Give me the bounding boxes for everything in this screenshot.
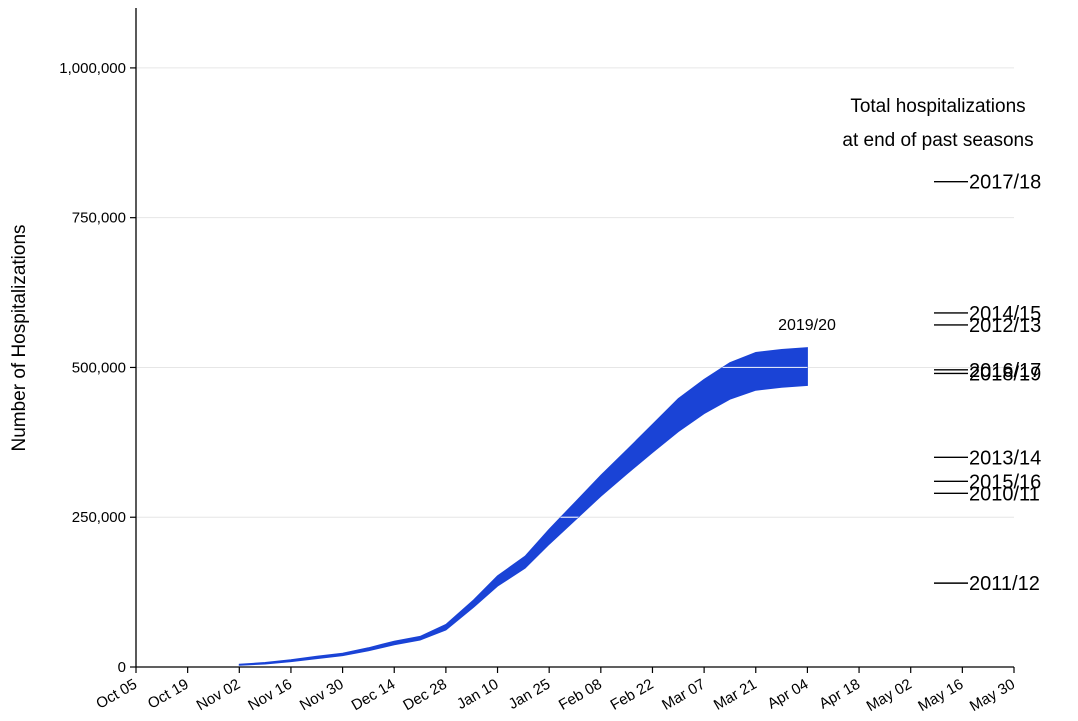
x-tick-label-13: Apr 04 [765, 676, 812, 713]
y-tick-label-3: 750,000 [72, 210, 126, 227]
reference-header-line-1: Total hospitalizations [850, 96, 1025, 117]
x-tick-label-4: Nov 30 [297, 676, 347, 714]
x-tick-label-17: May 30 [967, 676, 1018, 715]
x-tick-label-9: Feb 08 [556, 676, 605, 714]
season-label-2015-16: 2015/16 [969, 471, 1041, 493]
axes [135, 8, 1014, 668]
series-band-layer [238, 347, 808, 666]
season-label-2011-12: 2011/12 [969, 573, 1040, 595]
y-tick-label-4: 1,000,000 [59, 60, 126, 77]
x-tick-label-2: Nov 02 [194, 676, 244, 714]
series-band-2019-20 [238, 347, 808, 666]
season-label-2017-18: 2017/18 [969, 172, 1041, 194]
x-tick-label-11: Mar 07 [659, 676, 708, 714]
y-tick-label-1: 250,000 [72, 509, 126, 526]
y-axis-ticks: 0 250,000 500,000 750,000 1,000,000 [59, 60, 136, 676]
x-tick-label-1: Oct 19 [145, 676, 192, 713]
x-tick-label-10: Feb 22 [608, 676, 657, 714]
x-tick-label-15: May 02 [864, 676, 915, 715]
x-tick-label-0: Oct 05 [93, 676, 140, 713]
x-tick-label-8: Jan 25 [506, 676, 554, 713]
series-label-2019-20: 2019/20 [778, 317, 836, 334]
reference-header-line-2: at end of past seasons [842, 130, 1033, 151]
x-tick-label-7: Jan 10 [454, 676, 502, 713]
season-label-2013-14: 2013/14 [969, 447, 1041, 469]
season-label-2012-13: 2012/13 [969, 315, 1041, 337]
y-tick-label-2: 500,000 [72, 359, 126, 376]
x-tick-label-14: Apr 18 [816, 676, 863, 713]
x-tick-label-3: Nov 16 [245, 676, 295, 714]
season-label-2014-15: 2014/15 [969, 303, 1041, 325]
season-label-2010-11: 2010/11 [969, 483, 1040, 505]
y-tick-label-0: 0 [118, 659, 126, 676]
x-tick-label-6: Dec 28 [400, 676, 450, 714]
x-axis-ticks: Oct 05 Oct 19 Nov 02 Nov 16 Nov 30 Dec 14 Dec … [93, 667, 1018, 715]
x-tick-label-5: Dec 14 [349, 676, 399, 714]
season-label-2018-19: 2018/19 [969, 363, 1041, 385]
season-label-2016-17: 2016/17 [969, 360, 1041, 382]
x-tick-label-12: Mar 21 [711, 676, 760, 714]
x-tick-label-16: May 16 [915, 676, 966, 715]
y-axis-title: Number of Hospitalizations [9, 224, 30, 451]
